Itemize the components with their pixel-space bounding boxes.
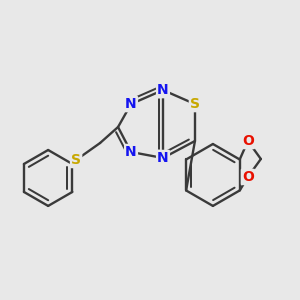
Text: O: O	[242, 170, 254, 184]
Text: S: S	[71, 153, 81, 167]
Text: S: S	[190, 97, 200, 111]
Text: N: N	[157, 83, 169, 97]
Text: N: N	[125, 145, 137, 159]
Text: O: O	[242, 134, 254, 148]
Text: N: N	[125, 97, 137, 111]
Text: N: N	[157, 151, 169, 165]
